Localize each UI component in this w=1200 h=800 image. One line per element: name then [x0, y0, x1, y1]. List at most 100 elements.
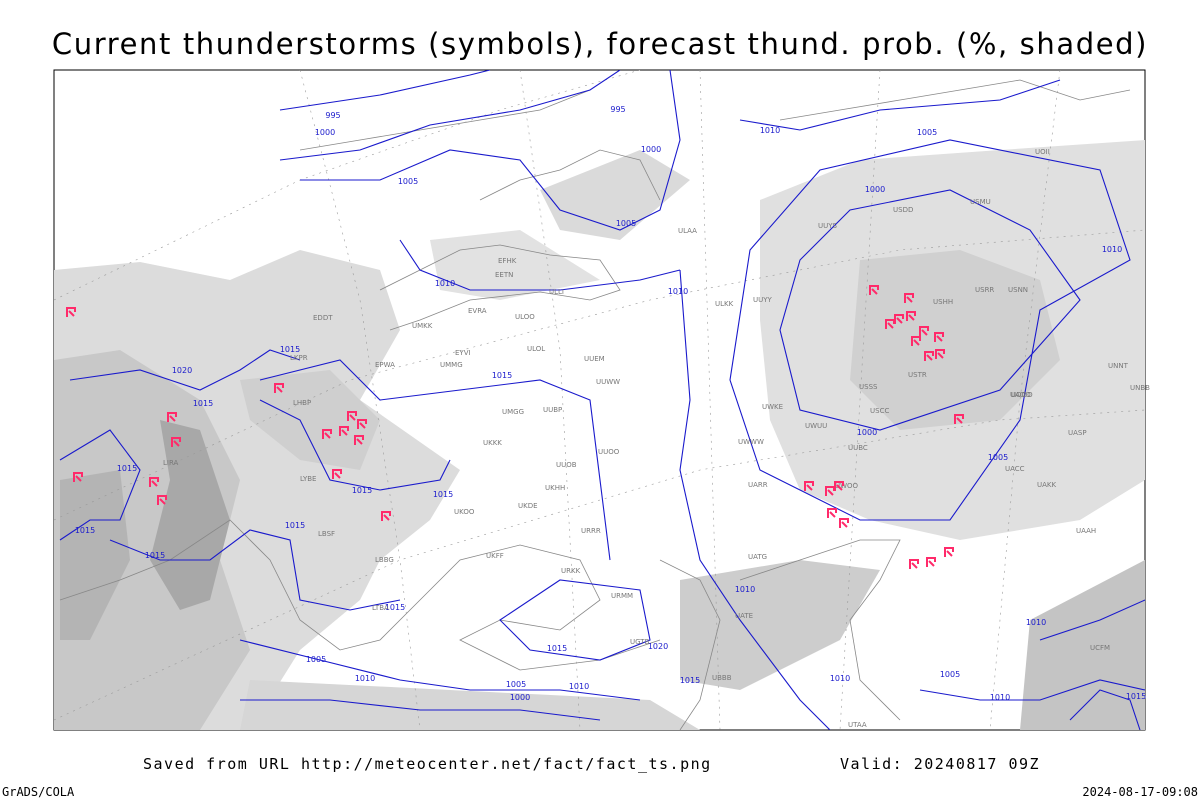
station-label: ULKK — [715, 300, 734, 308]
station-label: UAOO — [1010, 391, 1031, 399]
station-label: UWUU — [805, 422, 827, 430]
isobar-label: 1000 — [857, 428, 877, 437]
station-label: EDDT — [313, 314, 333, 322]
shading — [54, 140, 1145, 730]
isobar-label: 1020 — [648, 642, 668, 651]
station-label: UATG — [748, 553, 767, 561]
station-label: UKOO — [454, 508, 475, 516]
station-label: UGTB — [630, 638, 650, 646]
station-label: ULLI — [549, 288, 564, 296]
station-label: UWWW — [738, 438, 764, 446]
thunderstorm-symbol — [274, 383, 284, 393]
thunderstorm-symbol — [157, 495, 167, 505]
isobar-label: 1015 — [1126, 692, 1146, 701]
thunderstorm-symbol — [919, 326, 929, 336]
isobar-label: 1015 — [145, 551, 165, 560]
isobar-label: 1015 — [547, 644, 567, 653]
thunderstorm-symbol — [909, 559, 919, 569]
thunderstorm-symbol — [834, 481, 844, 491]
station-label: ULAA — [678, 227, 697, 235]
station-label: UNBB — [1130, 384, 1150, 392]
isobar-label: 1015 — [385, 603, 405, 612]
thunderstorm-symbol — [894, 314, 904, 324]
station-label: URKK — [561, 567, 581, 575]
thunderstorm-symbol — [149, 477, 159, 487]
isobars — [59, 70, 1145, 730]
station-label: UUOO — [598, 448, 620, 456]
isobar-label: 1010 — [760, 126, 780, 135]
station-label: LTBA — [372, 604, 389, 612]
station-label: UATE — [735, 612, 753, 620]
station-label: UNNT — [1108, 362, 1129, 370]
station-label: USHH — [933, 298, 953, 306]
station-label: USRR — [975, 286, 994, 294]
station-label: UWKE — [762, 403, 783, 411]
station-label: UUBP — [543, 406, 562, 414]
station-labels: ULAA EFHK EETN EVRA ULOO ULOL UMMG EYVI UUEM UUWW… — [163, 148, 1150, 729]
station-label: UMGG — [502, 408, 524, 416]
station-label: UUEM — [584, 355, 605, 363]
software: GrADS/COLA — [2, 785, 75, 799]
station-label: EYVI — [455, 349, 471, 357]
isobar-label: 1020 — [172, 366, 192, 375]
thunderstorm-symbol — [935, 349, 945, 359]
station-label: UUBC — [848, 444, 868, 452]
station-label: USTR — [908, 371, 927, 379]
isobar-label: 1000 — [510, 693, 530, 702]
thunderstorm-symbol — [934, 332, 944, 342]
isobar-label: 1000 — [865, 185, 885, 194]
station-label: UUYY — [753, 296, 773, 304]
thunderstorm-symbol — [381, 511, 391, 521]
station-label: USSS — [859, 383, 878, 391]
station-label: UTAA — [848, 721, 867, 729]
thunderstorm-symbols — [66, 285, 964, 569]
isobar-label: 1010 — [735, 585, 755, 594]
station-label: UUYS — [818, 222, 838, 230]
thunderstorm-symbol — [357, 419, 367, 429]
isobar-label: 1000 — [641, 145, 661, 154]
station-label: LBBG — [375, 556, 394, 564]
isobar-label: 1005 — [398, 177, 418, 186]
station-label: UOOO — [1011, 391, 1033, 399]
isobar-label: 995 — [610, 105, 625, 114]
station-label: ULOO — [515, 313, 535, 321]
isobar-label: 1000 — [315, 128, 335, 137]
station-label: UKHH — [545, 484, 565, 492]
thunderstorm-symbol — [804, 481, 814, 491]
isobar-labels: 995 1000 995 1000 1010 1005 1005 1005 1000 1010 10… — [75, 105, 1146, 702]
isobar-label: 1015 — [352, 486, 372, 495]
station-label: USDD — [893, 206, 913, 214]
station-label: UACC — [1005, 465, 1025, 473]
station-label: UBBB — [712, 674, 732, 682]
isobar-label: 1010 — [1026, 618, 1046, 627]
station-label: UUWW — [596, 378, 620, 386]
station-label: UASP — [1068, 429, 1087, 437]
isobar-label: 1010 — [990, 693, 1010, 702]
isobar-label: 995 — [325, 111, 340, 120]
thunderstorm-symbol — [906, 311, 916, 321]
thunderstorm-symbol — [869, 285, 879, 295]
station-label: LHBP — [293, 399, 311, 407]
station-label: UWOO — [835, 482, 859, 490]
source-url: Saved from URL http://meteocenter.net/fa… — [143, 755, 712, 773]
station-label: UKDE — [518, 502, 538, 510]
isobar-label: 1015 — [433, 490, 453, 499]
isobar-label: 1015 — [117, 464, 137, 473]
isobar-label: 1005 — [306, 655, 326, 664]
isobar-label: 1005 — [917, 128, 937, 137]
isobar-label: 1010 — [830, 674, 850, 683]
isobar-label: 1010 — [569, 682, 589, 691]
station-label: LKPR — [290, 354, 308, 362]
thunderstorm-symbol — [167, 412, 177, 422]
isobar-label: 1015 — [280, 345, 300, 354]
isobar-label: 1005 — [616, 219, 636, 228]
station-label: UKFF — [486, 552, 504, 560]
timestamp: 2024-08-17-09:08 — [1082, 785, 1198, 799]
isobar-label: 1015 — [285, 521, 305, 530]
isobar-label: 1010 — [355, 674, 375, 683]
thunderstorm-symbol — [339, 426, 349, 436]
isobar-label: 1010 — [435, 279, 455, 288]
station-label: LIRA — [163, 459, 179, 467]
station-label: USNN — [1008, 286, 1028, 294]
